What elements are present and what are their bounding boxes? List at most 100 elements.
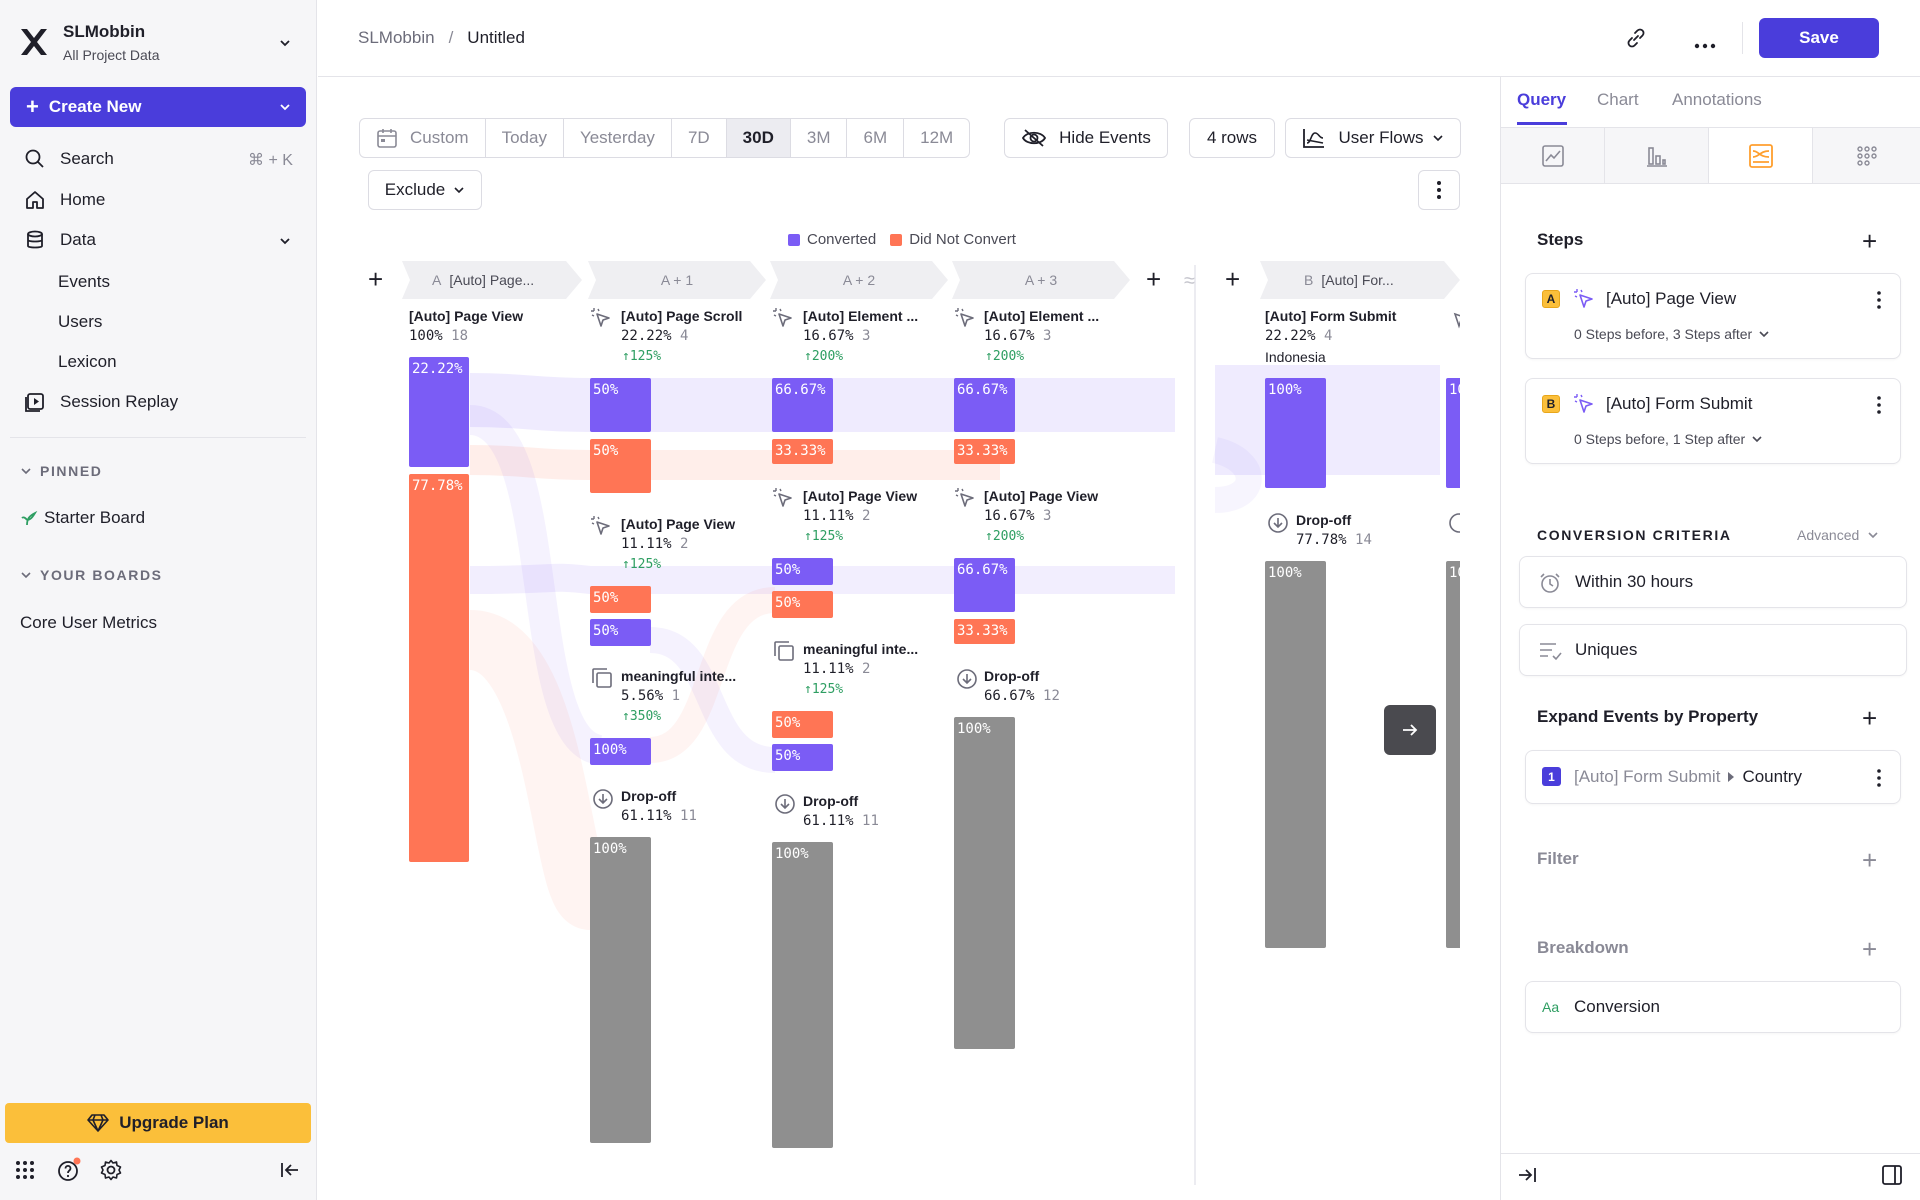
add-step-plus-icon[interactable]: + (1862, 226, 1878, 256)
date-range-custom[interactable]: Custom (360, 119, 486, 157)
breadcrumb-separator: / (448, 28, 454, 47)
tab-chart[interactable]: Chart (1597, 90, 1639, 109)
divider (1742, 22, 1743, 54)
property-path: [Auto] Form Submit Country (1574, 767, 1802, 787)
sidebar-item-data[interactable]: Data (24, 229, 96, 251)
scroll-right-button[interactable] (1384, 705, 1436, 755)
step-options-icon[interactable] (1876, 290, 1882, 315)
sidebar-item-home[interactable]: Home (24, 189, 105, 211)
your-boards-header[interactable]: YOUR BOARDS (20, 567, 163, 583)
create-new-button[interactable]: + Create New (10, 87, 306, 127)
chevron-down-icon (1868, 532, 1878, 539)
breadcrumb-root[interactable]: SLMobbin (358, 28, 435, 47)
step-range-dropdown[interactable]: 0 Steps before, 1 Step after (1574, 431, 1763, 447)
date-range-12m[interactable]: 12M (920, 128, 954, 147)
breakdown-conversion-card[interactable]: Aa Conversion (1525, 981, 1901, 1033)
diamond-icon (87, 1114, 110, 1132)
step-card-b[interactable]: B [Auto] Form Submit 0 Steps before, 1 S… (1525, 378, 1901, 464)
view-type-dropdown[interactable]: User Flows (1285, 118, 1461, 158)
expand-property-card[interactable]: 1 [Auto] Form Submit Country (1525, 750, 1901, 804)
expand-events-header: Expand Events by Property (1537, 707, 1759, 726)
workspace-subtitle: All Project Data (63, 47, 160, 63)
sidebar-item-users[interactable]: Users (58, 312, 103, 331)
breadcrumb: SLMobbin / Untitled (358, 28, 525, 48)
expand-panel-icon[interactable] (1517, 1166, 1537, 1189)
tab-query[interactable]: Query (1517, 90, 1567, 109)
legend-swatch-converted (788, 233, 800, 246)
exclude-dropdown[interactable]: Exclude (368, 170, 482, 210)
uniques-field[interactable]: Uniques (1519, 624, 1907, 676)
sidebar-item-lexicon[interactable]: Lexicon (58, 352, 117, 371)
date-range-30d[interactable]: 30D (726, 119, 791, 157)
upgrade-label: Upgrade Plan (119, 1113, 229, 1132)
board-item-core-user-metrics[interactable]: Core User Metrics (20, 613, 157, 632)
collapse-sidebar-icon[interactable] (280, 1161, 300, 1184)
step-range-dropdown[interactable]: 0 Steps before, 3 Steps after (1574, 326, 1770, 342)
step-options-icon[interactable] (1876, 395, 1882, 420)
footer-divider (1501, 1153, 1920, 1154)
pinned-item-starter-board[interactable]: Starter Board (20, 508, 145, 528)
add-property-plus-icon[interactable]: + (1862, 703, 1878, 733)
calendar-icon (377, 129, 397, 148)
pinned-header[interactable]: PINNED (20, 463, 103, 479)
step-letter-badge: B (1542, 395, 1560, 413)
apps-grid-icon[interactable] (14, 1159, 36, 1186)
sidebar-item-events[interactable]: Events (58, 272, 110, 291)
more-vertical-icon (1437, 181, 1441, 199)
save-button[interactable]: Save (1759, 18, 1879, 58)
conversion-window-label: Within 30 hours (1575, 572, 1694, 591)
legend-converted: Converted (807, 231, 877, 248)
property-options-icon[interactable] (1876, 768, 1882, 793)
add-breakdown-plus-icon[interactable]: + (1862, 934, 1878, 964)
hide-events-label: Hide Events (1059, 128, 1151, 147)
sidebar-item-session-replay[interactable]: Session Replay (24, 391, 178, 413)
chevron-down-icon[interactable] (278, 36, 292, 55)
dots-grid-icon (1857, 145, 1877, 166)
workspace-name[interactable]: SLMobbin (63, 22, 146, 41)
chart-type-grid[interactable] (1813, 128, 1920, 183)
alarm-clock-icon (1538, 571, 1562, 600)
date-range-6m[interactable]: 6M (847, 119, 905, 157)
steps-header: Steps (1537, 230, 1584, 249)
sidebar-item-search[interactable]: Search (24, 148, 114, 170)
cursor-click-icon (1573, 288, 1595, 315)
property-index-badge: 1 (1542, 767, 1561, 786)
date-range-3m[interactable]: 3M (791, 119, 848, 157)
eye-off-icon (1022, 129, 1047, 147)
your-boards-label: YOUR BOARDS (40, 567, 163, 583)
advanced-dropdown[interactable]: Advanced (1797, 527, 1879, 543)
tab-annotations[interactable]: Annotations (1672, 90, 1762, 109)
add-filter-plus-icon[interactable]: + (1862, 845, 1878, 875)
step-event-name[interactable]: [Auto] Form Submit (1606, 394, 1753, 413)
link-icon[interactable] (1624, 26, 1648, 55)
chart-type-flows[interactable] (1709, 128, 1813, 183)
rows-button[interactable]: 4 rows (1189, 118, 1275, 158)
legend-swatch-not-converted (890, 233, 903, 246)
chart-type-bar[interactable] (1605, 128, 1709, 183)
upgrade-plan-button[interactable]: Upgrade Plan (5, 1103, 311, 1143)
breakdown-conversion-label: Conversion (1574, 997, 1660, 1016)
date-range-yesterday[interactable]: Yesterday (564, 119, 672, 157)
conversion-window-field[interactable]: Within 30 hours (1519, 556, 1907, 608)
cursor-click-icon (1573, 393, 1595, 420)
filter-header: Filter (1537, 849, 1579, 868)
breadcrumb-current[interactable]: Untitled (467, 28, 525, 47)
panel-layout-icon[interactable] (1881, 1164, 1903, 1191)
settings-gear-icon[interactable] (100, 1159, 122, 1186)
step-card-a[interactable]: A [Auto] Page View 0 Steps before, 3 Ste… (1525, 273, 1901, 359)
step-event-name[interactable]: [Auto] Page View (1606, 289, 1737, 308)
date-range-today[interactable]: Today (486, 119, 564, 157)
starter-board-label: Starter Board (44, 508, 146, 527)
hide-events-button[interactable]: Hide Events (1004, 118, 1168, 158)
help-icon[interactable] (57, 1157, 83, 1188)
chart-options-button[interactable] (1418, 170, 1460, 210)
date-range-7d[interactable]: 7D (672, 119, 727, 157)
caret-right-icon (1728, 772, 1735, 782)
more-options-icon[interactable] (1694, 36, 1716, 54)
data-label: Data (60, 230, 96, 249)
chevron-down-icon (1759, 331, 1769, 338)
chart-type-line[interactable] (1501, 128, 1605, 183)
list-filter-icon (1538, 640, 1562, 667)
chevron-down-icon[interactable] (278, 234, 292, 253)
session-replay-label: Session Replay (60, 392, 179, 411)
